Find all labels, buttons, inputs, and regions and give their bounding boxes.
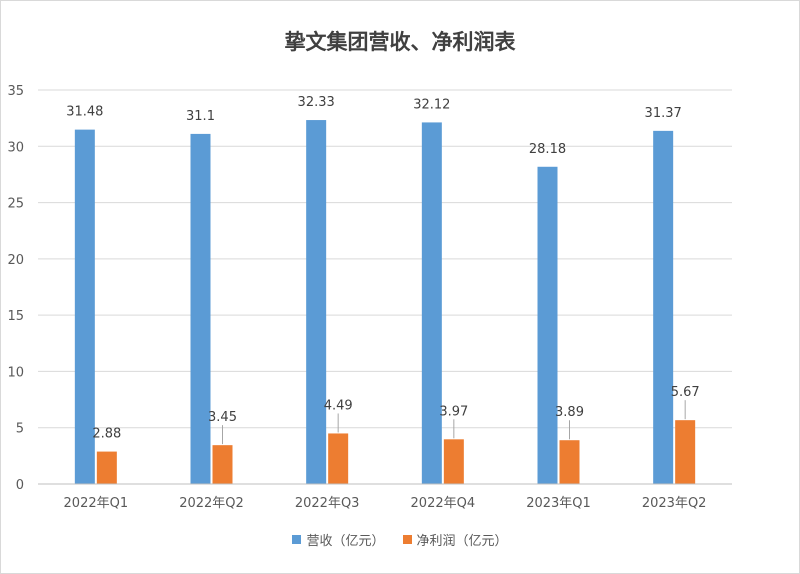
bar-1-5 [675, 420, 696, 484]
bar-0-1 [190, 133, 211, 484]
data-label-1-3: 3.97 [439, 404, 468, 419]
bar-1-1 [212, 445, 233, 484]
bar-1-4 [559, 440, 580, 484]
bar-1-0 [96, 451, 117, 484]
y-tick-label-4: 20 [7, 253, 24, 268]
bar-0-2 [306, 120, 327, 484]
x-tick-label-3: 2022年Q4 [411, 496, 476, 511]
chart-title: 挚文集团营收、净利润表 [284, 29, 516, 54]
legend: 营收（亿元） 净利润（亿元） [0, 530, 800, 549]
data-label-1-1: 3.45 [208, 410, 237, 425]
data-label-1-5: 5.67 [671, 385, 700, 400]
y-tick-label-1: 5 [16, 422, 24, 437]
data-label-0-4: 28.18 [529, 142, 566, 157]
y-tick-label-5: 25 [7, 197, 24, 212]
y-tick-label-6: 30 [7, 140, 24, 155]
x-tick-label-4: 2023年Q1 [526, 496, 591, 511]
y-tick-label-3: 15 [7, 309, 24, 324]
x-tick-label-5: 2023年Q2 [642, 496, 707, 511]
bar-0-0 [74, 129, 95, 485]
bar-1-3 [443, 439, 464, 484]
legend-swatch-revenue [292, 535, 302, 544]
data-label-1-4: 3.89 [555, 405, 584, 420]
legend-label-revenue: 营收（亿元） [306, 534, 385, 549]
y-tick-label-0: 0 [16, 478, 24, 493]
y-tick-label-2: 10 [7, 365, 24, 380]
bar-0-3 [421, 122, 442, 485]
data-label-0-2: 32.33 [298, 95, 335, 110]
x-tick-label-0: 2022年Q1 [64, 496, 129, 511]
legend-label-net-profit: 净利润（亿元） [416, 534, 508, 549]
x-tick-label-1: 2022年Q2 [179, 496, 244, 511]
bar-0-5 [653, 130, 674, 484]
y-tick-label-7: 35 [7, 84, 24, 99]
bar-1-2 [328, 433, 349, 484]
bar-0-4 [537, 166, 558, 484]
data-label-1-2: 4.49 [324, 398, 353, 413]
legend-swatch-net-profit [402, 535, 412, 544]
legend-item-net-profit: 净利润（亿元） [402, 530, 508, 549]
data-label-0-3: 32.12 [413, 97, 450, 112]
data-label-0-5: 31.37 [645, 106, 682, 121]
data-label-0-0: 31.48 [66, 105, 103, 120]
legend-item-revenue: 营收（亿元） [292, 530, 385, 549]
data-label-1-0: 2.88 [92, 427, 121, 442]
x-tick-label-2: 2022年Q3 [295, 496, 360, 511]
data-label-0-1: 31.1 [186, 109, 215, 124]
